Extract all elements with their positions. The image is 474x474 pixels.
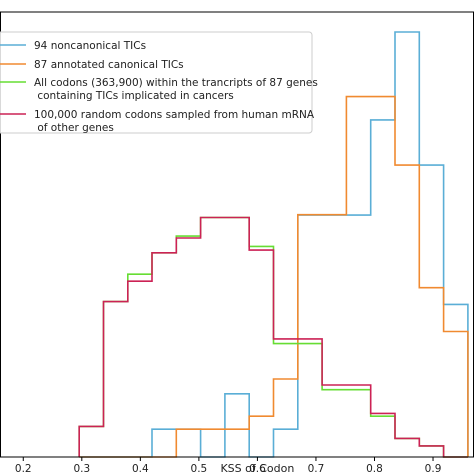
legend-frame <box>0 31 313 134</box>
x-ticks: 0.2 0.3 0.4 0.5 0.6 0.7 0.8 0.9 <box>15 457 441 474</box>
legend-label-1: 94 noncanonical TICs <box>34 40 146 52</box>
legend-label-4: 100,000 random codons sampled from human… <box>34 109 315 134</box>
x-tick-label: 0.8 <box>366 463 383 474</box>
x-tick-label: 0.7 <box>308 463 325 474</box>
legend: 94 noncanonical TICs 87 annotated canonic… <box>0 31 318 134</box>
series-line-2 <box>79 95 469 458</box>
x-tick-label: 0.2 <box>15 463 32 474</box>
x-tick-label: 0.6 <box>249 463 266 474</box>
x-axis-label: KSS of Codon <box>220 462 294 474</box>
series-line-1 <box>79 31 469 458</box>
x-tick-label: 0.4 <box>132 463 149 474</box>
legend-label-2: 87 annotated canonical TICs <box>34 59 184 71</box>
x-tick-label: 0.5 <box>191 463 208 474</box>
plot-area <box>78 31 469 458</box>
legend-label-3: All codons (363,900) within the trancrip… <box>34 77 318 102</box>
series-line-4 <box>78 216 468 458</box>
x-tick-label: 0.3 <box>73 463 90 474</box>
x-tick-label: 0.9 <box>425 463 442 474</box>
